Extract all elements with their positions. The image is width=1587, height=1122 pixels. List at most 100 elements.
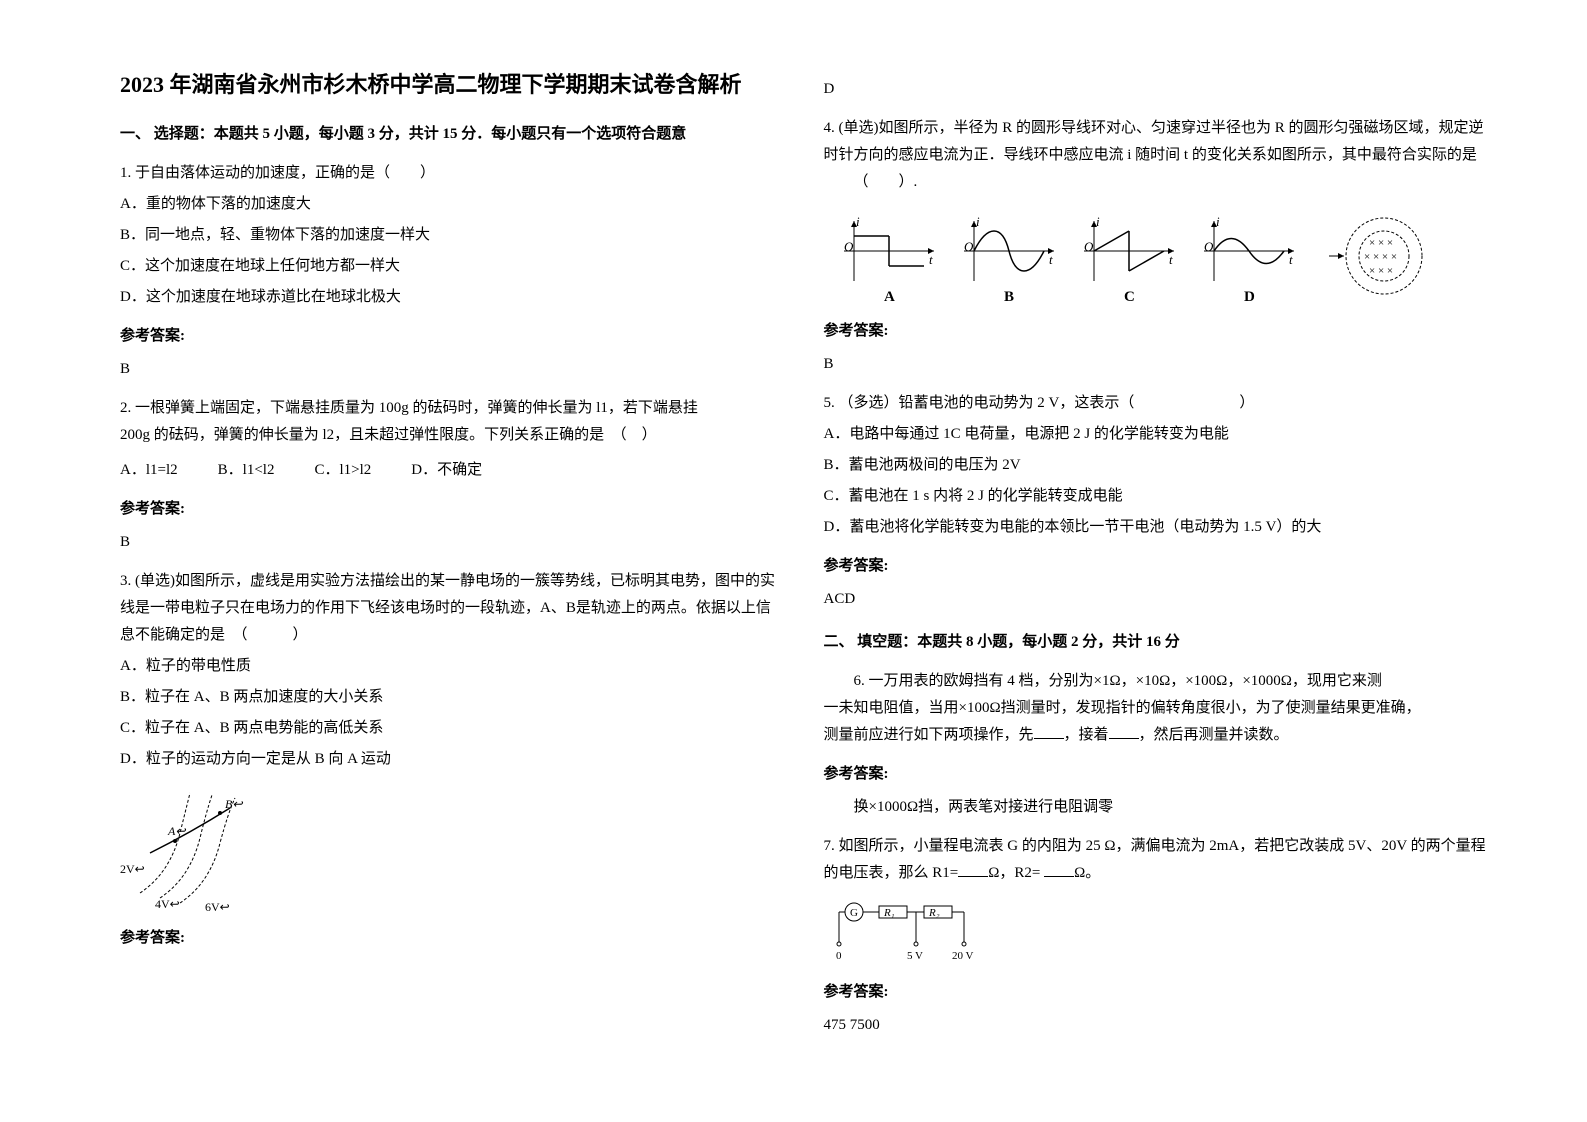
section2-header: 二、 填空题：本题共 8 小题，每小题 2 分，共计 16 分 — [824, 629, 1488, 656]
q1-stem: 1. 于自由落体运动的加速度，正确的是（ ） — [120, 160, 784, 187]
q5-optB: B．蓄电池两极间的电压为 2V — [824, 452, 1488, 479]
q3-stem1: 3. (单选)如图所示，虚线是用实验方法描绘出的某一静电场的一簇等势线，已标明其… — [120, 568, 784, 595]
q4-stem3: （ ）. — [824, 169, 1488, 196]
blank-1 — [1034, 724, 1064, 739]
q6-stem3-post: ，然后再测量并读数。 — [1139, 727, 1289, 743]
blank-4 — [1044, 862, 1074, 877]
q4-stem1: 4. (单选)如图所示，半径为 R 的圆形导线环对心、匀速穿过半径也为 R 的圆… — [824, 115, 1488, 142]
q4-answer-label: 参考答案: — [824, 318, 1488, 345]
q3-optC: C．粒子在 A、B 两点电势能的高低关系 — [120, 715, 784, 742]
q7-label-0: 0 — [836, 950, 842, 962]
q2-stem2: 200g 的砝码，弹簧的伸长量为 l2，且未超过弹性限度。下列关系正确的是 （ … — [120, 422, 784, 449]
question-2: 2. 一根弹簧上端固定，下端悬挂质量为 100g 的砝码时，弹簧的伸长量为 l1… — [120, 395, 784, 556]
q2-stem1: 2. 一根弹簧上端固定，下端悬挂质量为 100g 的砝码时，弹簧的伸长量为 l1… — [120, 395, 784, 422]
right-column: D 4. (单选)如图所示，半径为 R 的圆形导线环对心、匀速穿过半径也为 R … — [804, 70, 1508, 1082]
section1-header: 一、 选择题：本题共 5 小题，每小题 3 分，共计 15 分．每小题只有一个选… — [120, 121, 784, 148]
svg-text:t: t — [1169, 252, 1173, 267]
q2-answer-label: 参考答案: — [120, 496, 784, 523]
q6-stem2: 一未知电阻值，当用×100Ω挡测量时，发现指针的偏转角度很小，为了使测量结果更准… — [824, 695, 1488, 722]
question-1: 1. 于自由落体运动的加速度，正确的是（ ） A．重的物体下落的加速度大 B．同… — [120, 160, 784, 383]
q5-answer: ACD — [824, 586, 1488, 613]
q3-label-6v: 6V↩ — [205, 900, 230, 913]
q3-label-2v: 2V↩ — [120, 862, 145, 876]
svg-text:i: i — [976, 214, 980, 229]
q5-optA: A．电路中每通过 1C 电荷量，电源把 2 J 的化学能转变为电能 — [824, 421, 1488, 448]
q2-optD: D．不确定 — [411, 457, 482, 484]
q4-figure: O i t A O i t B — [824, 206, 1488, 306]
q2-answer: B — [120, 529, 784, 556]
q3-stem3: 息不能确定的是 （ ） — [120, 622, 784, 649]
q1-optD: D．这个加速度在地球赤道比在地球北极大 — [120, 284, 784, 311]
svg-text:t: t — [1049, 252, 1053, 267]
question-4: 4. (单选)如图所示，半径为 R 的圆形导线环对心、匀速穿过半径也为 R 的圆… — [824, 115, 1488, 378]
question-5: 5. （多选）铅蓄电池的电动势为 2 V，这表示（ ） A．电路中每通过 1C … — [824, 390, 1488, 613]
q7-stem2-post: Ω。 — [1074, 865, 1100, 881]
q6-stem3-mid: ，接着 — [1064, 727, 1109, 743]
q7-answer: 475 7500 — [824, 1012, 1488, 1039]
q1-answer-label: 参考答案: — [120, 323, 784, 350]
svg-text:× × ×: × × × — [1369, 237, 1393, 249]
q3-label-a: A↩ — [167, 824, 186, 838]
q5-stem: 5. （多选）铅蓄电池的电动势为 2 V，这表示（ ） — [824, 390, 1488, 417]
svg-text:O: O — [844, 239, 854, 254]
q2-optA: A．l1=l2 — [120, 457, 178, 484]
q5-answer-label: 参考答案: — [824, 553, 1488, 580]
q3-answer: D — [824, 76, 1488, 103]
svg-text:t: t — [929, 252, 933, 267]
svg-text:O: O — [1204, 239, 1214, 254]
q6-stem3: 测量前应进行如下两项操作，先，接着，然后再测量并读数。 — [824, 722, 1488, 749]
svg-text:O: O — [964, 239, 974, 254]
q5-optD: D．蓄电池将化学能转变为电能的本领比一节干电池（电动势为 1.5 V）的大 — [824, 514, 1488, 541]
svg-text:i: i — [856, 214, 860, 229]
q7-label-r2: R₂ — [928, 907, 940, 919]
q7-stem2-pre: 的电压表，那么 R1= — [824, 865, 959, 881]
blank-2 — [1109, 724, 1139, 739]
q2-options: A．l1=l2 B．l1<l2 C．l1>l2 D．不确定 — [120, 457, 784, 484]
question-6: 6. 一万用表的欧姆挡有 4 档，分别为×1Ω，×10Ω，×100Ω，×1000… — [824, 668, 1488, 821]
q3-optB: B．粒子在 A、B 两点加速度的大小关系 — [120, 684, 784, 711]
question-7: 7. 如图所示，小量程电流表 G 的内阻为 25 Ω，满偏电流为 2mA，若把它… — [824, 833, 1488, 1039]
q4-label-b: B — [1004, 289, 1014, 305]
svg-text:O: O — [1084, 239, 1094, 254]
q7-figure: G R₁ R₂ 0 5 V 20 V — [824, 897, 1488, 967]
svg-text:i: i — [1096, 214, 1100, 229]
q5-optC: C．蓄电池在 1 s 内将 2 J 的化学能转变成电能 — [824, 483, 1488, 510]
equipotential-diagram: 2V↩ 4V↩ 6V↩ A↩ B↩ — [120, 783, 280, 913]
q2-optC: C．l1>l2 — [314, 457, 371, 484]
left-column: 2023 年湖南省永州市杉木桥中学高二物理下学期期末试卷含解析 一、 选择题：本… — [100, 70, 804, 1082]
q4-label-c: C — [1124, 289, 1135, 305]
q7-label-r1: R₁ — [883, 907, 895, 919]
q3-optA: A．粒子的带电性质 — [120, 653, 784, 680]
svg-text:× × ×: × × × — [1369, 265, 1393, 277]
svg-text:i: i — [1216, 214, 1220, 229]
blank-3 — [958, 862, 988, 877]
q7-label-5v: 5 V — [907, 950, 923, 962]
question-3: 3. (单选)如图所示，虚线是用实验方法描绘出的某一静电场的一簇等势线，已标明其… — [120, 568, 784, 952]
q3-figure: 2V↩ 4V↩ 6V↩ A↩ B↩ — [120, 783, 784, 913]
q7-stem1: 7. 如图所示，小量程电流表 G 的内阻为 25 Ω，满偏电流为 2mA，若把它… — [824, 833, 1488, 860]
q1-answer: B — [120, 356, 784, 383]
q3-label-b: B↩ — [225, 797, 243, 811]
circuit-diagram: G R₁ R₂ 0 5 V 20 V — [824, 897, 1004, 967]
q1-optC: C．这个加速度在地球上任何地方都一样大 — [120, 253, 784, 280]
q2-optB: B．l1<l2 — [218, 457, 275, 484]
q6-stem1: 6. 一万用表的欧姆挡有 4 档，分别为×1Ω，×10Ω，×100Ω，×1000… — [824, 668, 1488, 695]
svg-text:× × × ×: × × × × — [1364, 251, 1397, 263]
q4-label-d: D — [1244, 289, 1255, 305]
q1-optB: B．同一地点，轻、重物体下落的加速度一样大 — [120, 222, 784, 249]
exam-title: 2023 年湖南省永州市杉木桥中学高二物理下学期期末试卷含解析 — [120, 70, 784, 101]
q6-answer-label: 参考答案: — [824, 761, 1488, 788]
q3-stem2: 线是一带电粒子只在电场力的作用下飞经该电场时的一段轨迹，A、B是轨迹上的两点。依… — [120, 595, 784, 622]
q3-optD: D．粒子的运动方向一定是从 B 向 A 运动 — [120, 746, 784, 773]
q4-stem2: 时针方向的感应电流为正．导线环中感应电流 i 随时间 t 的变化关系如图所示，其… — [824, 142, 1488, 169]
q3-label-4v: 4V↩ — [155, 897, 180, 911]
current-graphs: O i t A O i t B — [824, 206, 1464, 306]
q7-stem2-mid: Ω，R2= — [988, 865, 1044, 881]
svg-text:G: G — [850, 907, 858, 919]
q6-answer: 换×1000Ω挡，两表笔对接进行电阻调零 — [824, 794, 1488, 821]
q3-answer-label: 参考答案: — [120, 925, 784, 952]
q7-stem2: 的电压表，那么 R1= Ω，R2= Ω。 — [824, 860, 1488, 887]
q4-answer: B — [824, 351, 1488, 378]
q4-label-a: A — [884, 289, 895, 305]
q7-label-20v: 20 V — [952, 950, 974, 962]
